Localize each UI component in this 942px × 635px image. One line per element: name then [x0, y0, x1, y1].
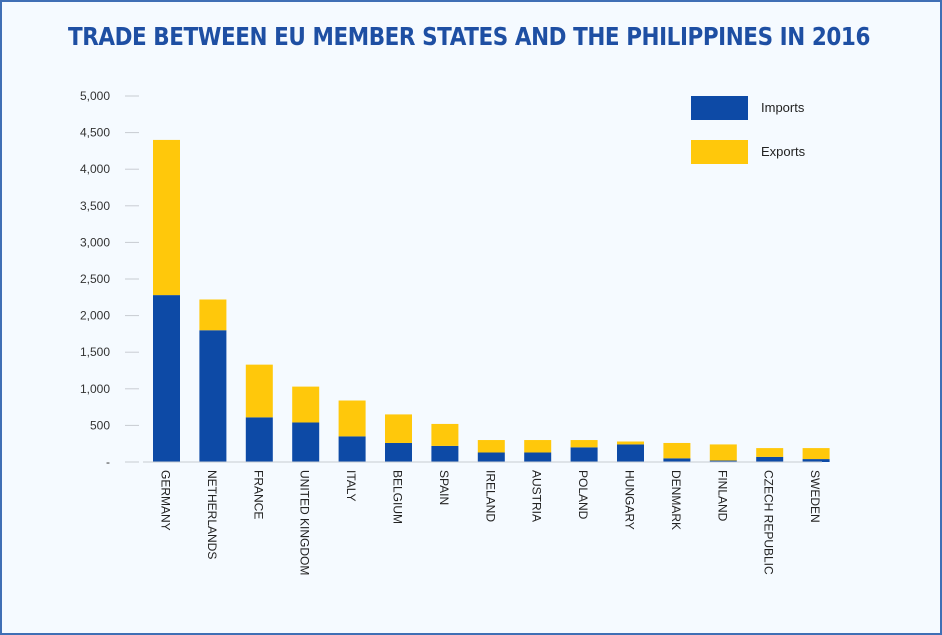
x-tick-label: CZECH REPUBLIC: [762, 470, 776, 575]
y-tick-label: 4,500: [80, 126, 110, 140]
bar-imports: [153, 295, 180, 462]
bar-imports: [756, 456, 784, 462]
bar-imports: [292, 422, 320, 462]
bar-imports: [338, 436, 366, 462]
y-tick-label: 2,000: [80, 309, 110, 323]
y-tick-label: 1,000: [80, 382, 110, 396]
x-tick-label: ITALY: [344, 470, 358, 502]
y-tick-label: 3,000: [80, 235, 110, 249]
x-axis: GERMANY NETHERLANDS FRANCE UNITED KINGDOM IT…: [143, 461, 822, 575]
bar-imports: [570, 447, 598, 462]
x-tick-label: FRANCE: [251, 470, 265, 519]
chart-title: TRADE BETWEEN EU MEMBER STATES AND THE P…: [68, 22, 870, 51]
bar-imports: [385, 442, 412, 462]
x-tick-label: GERMANY: [159, 470, 173, 531]
legend: Imports Exports: [691, 96, 806, 164]
x-tick-label: POLAND: [576, 470, 590, 520]
bar-exports: [756, 448, 784, 457]
x-tick-label: AUSTRIA: [530, 470, 544, 522]
x-tick-label: BELGIUM: [391, 470, 405, 524]
y-tick-label: 2,500: [80, 272, 110, 286]
y-tick-label: 1,500: [80, 345, 110, 359]
bar-exports: [477, 440, 505, 453]
y-axis: - 500 1,000 1,500 2,000 2,500 3,000 3,500 4,000 4…: [80, 89, 139, 469]
legend-swatch: [691, 96, 748, 120]
y-tick-label: -: [106, 455, 110, 469]
bar-exports: [663, 442, 691, 459]
y-tick-label: 4,000: [80, 162, 110, 176]
bar-exports: [245, 364, 273, 418]
x-tick-label: SWEDEN: [808, 470, 822, 523]
bar-exports: [431, 423, 459, 446]
bar-imports: [524, 452, 552, 462]
bar-imports: [663, 458, 691, 462]
legend-label: Imports: [761, 100, 805, 115]
bar-imports: [477, 452, 505, 462]
bar-exports: [338, 400, 366, 437]
y-tick-label: 500: [90, 418, 110, 432]
y-tick-label: 3,500: [80, 199, 110, 213]
bars: [153, 139, 830, 462]
bar-exports: [199, 299, 227, 331]
y-tick-label: 5,000: [80, 89, 110, 103]
bar-exports: [153, 139, 180, 296]
bar-imports: [199, 330, 227, 462]
legend-swatch: [691, 140, 748, 164]
bar-imports: [802, 459, 830, 462]
x-tick-label: UNITED KINGDOM: [298, 470, 312, 575]
bar-imports: [709, 460, 737, 462]
bar-exports: [570, 440, 598, 448]
x-tick-label: FINLAND: [715, 470, 729, 522]
x-tick-label: IRELAND: [483, 470, 497, 522]
bar-imports: [431, 445, 459, 462]
x-tick-label: SPAIN: [437, 470, 451, 505]
bar-exports: [385, 414, 412, 443]
bar-exports: [709, 444, 737, 461]
bar-imports: [245, 417, 273, 462]
bar-imports: [617, 444, 644, 462]
bar-exports: [617, 441, 644, 445]
bar-exports: [802, 448, 830, 460]
bar-exports: [524, 440, 552, 453]
x-tick-label: DENMARK: [669, 470, 683, 530]
x-tick-label: NETHERLANDS: [205, 470, 219, 559]
bar-exports: [292, 386, 320, 423]
x-tick-label: HUNGARY: [623, 470, 637, 530]
legend-label: Exports: [761, 144, 806, 159]
